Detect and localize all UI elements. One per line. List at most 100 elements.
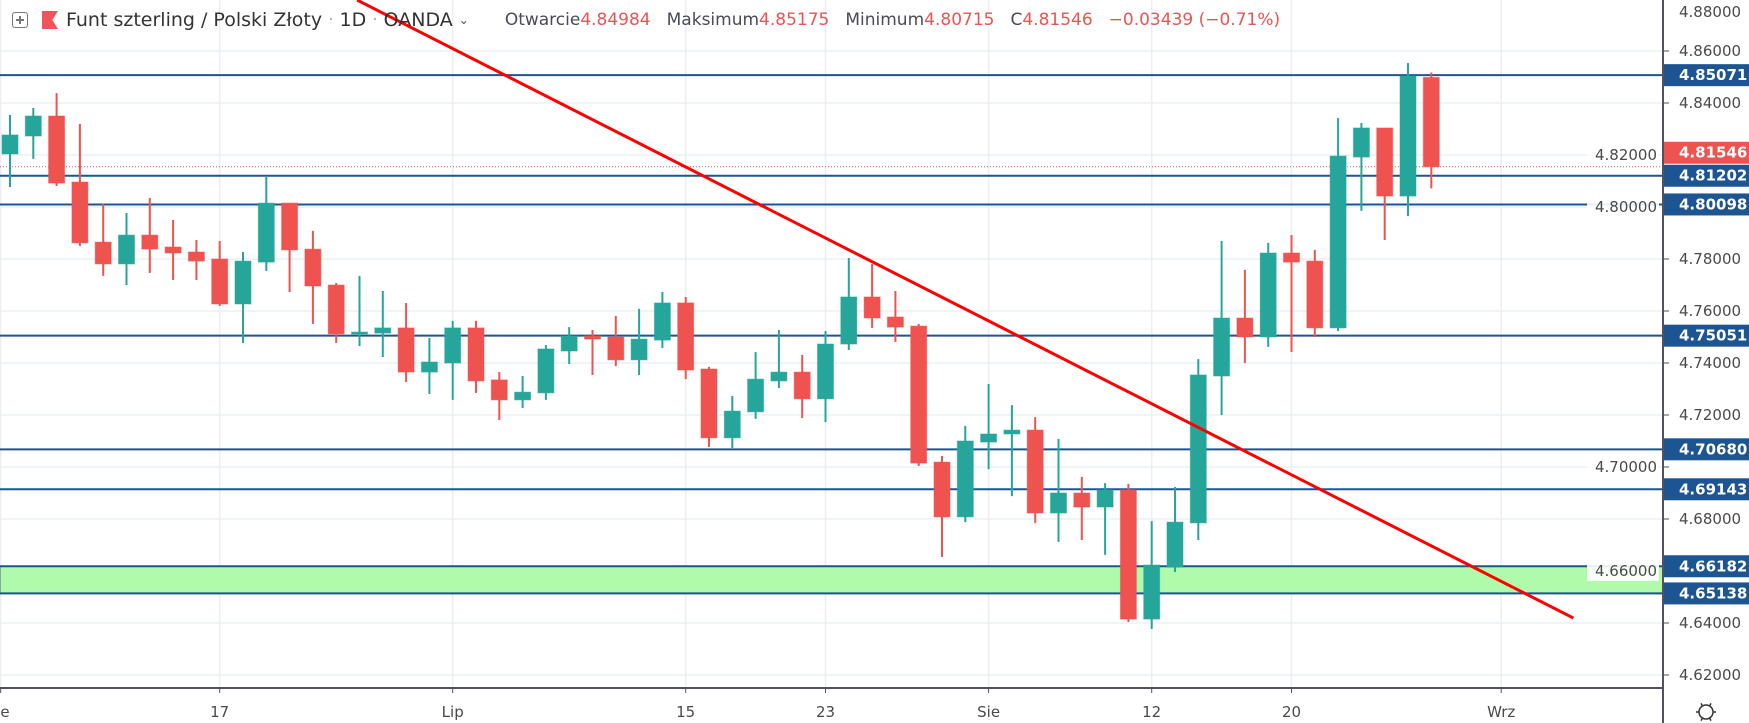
candle[interactable] [514,376,532,408]
candle[interactable] [980,384,998,470]
candle[interactable] [1376,127,1394,241]
candle[interactable] [281,202,299,293]
exchange[interactable]: OANDA [383,9,453,31]
candle-body [351,331,368,335]
candle-body [1026,429,1044,514]
candle[interactable] [933,456,951,557]
candle[interactable] [1096,483,1114,555]
candle[interactable] [770,329,788,388]
candle[interactable] [1283,235,1300,353]
trend-line[interactable] [356,0,1575,620]
candle[interactable] [1050,438,1067,542]
candle[interactable] [1352,123,1370,211]
open-label: Otwarcie [504,10,581,30]
candle[interactable] [374,290,392,358]
level-price-label: 4.81202 [1664,164,1749,187]
candle[interactable] [956,425,974,523]
candle[interactable] [211,241,229,307]
candle[interactable] [840,257,858,350]
candle[interactable] [351,275,368,347]
candle[interactable] [1236,269,1254,363]
candle[interactable] [327,282,345,343]
candle[interactable] [1166,487,1184,573]
candle[interactable] [1399,62,1417,217]
level-label-text: 4.81202 [1679,167,1747,185]
level-price-label: 4.65138 [1664,582,1749,605]
level-label-text: 4.66182 [1679,557,1747,575]
candle[interactable] [1073,476,1091,541]
level-label-text: 4.65138 [1679,584,1747,602]
candle[interactable] [793,354,811,419]
interval[interactable]: 1D [339,9,367,31]
candle[interactable] [886,290,904,342]
low-value: 4.80715 [924,10,995,30]
candle[interactable] [1213,241,1231,415]
candle[interactable] [467,320,485,393]
candle[interactable] [1003,405,1021,497]
candle[interactable] [397,302,415,382]
candle[interactable] [630,308,648,375]
candle[interactable] [71,124,89,246]
candle[interactable] [700,366,718,447]
candle-body [1119,489,1137,620]
level-label-text: 4.85071 [1679,66,1747,84]
candle[interactable] [141,197,159,274]
candle[interactable] [1422,72,1440,189]
candle[interactable] [1,114,19,187]
candle-body [1259,252,1277,338]
candle[interactable] [24,107,42,159]
candle[interactable] [910,324,928,466]
candle[interactable] [653,292,671,348]
expand-plus-icon[interactable] [12,12,28,28]
last-price-label: 4.81546 [1664,141,1749,164]
plot-area[interactable] [0,0,1663,688]
candle[interactable] [1259,242,1277,347]
time-tick-label: Sie [977,703,1000,721]
candle[interactable] [1189,359,1207,541]
candle[interactable] [607,315,625,367]
candle[interactable] [94,203,112,276]
candle[interactable] [420,338,438,394]
candle[interactable] [234,251,252,343]
candle[interactable] [863,263,881,328]
candle-body [677,302,695,371]
chevron-down-icon[interactable]: ⌄ [458,13,469,27]
candle[interactable] [1143,521,1161,629]
candle-body [1189,374,1207,524]
candle[interactable] [584,329,601,375]
price-tick-label-bg [1587,197,1659,217]
candle[interactable] [444,320,462,400]
candle[interactable] [1329,118,1347,332]
symbol-name[interactable]: Funt szterling / Polski Złoty [66,9,323,31]
price-tick-label-bg [1587,457,1659,477]
candle[interactable] [187,240,205,281]
candle-body [630,338,648,361]
candle[interactable] [537,345,555,400]
candle[interactable] [1306,249,1324,337]
candle[interactable] [560,327,578,365]
price-tick-label: 4.84000 [1679,94,1741,112]
gear-tooth [1708,717,1712,722]
time-tick-label: Wrz [1487,703,1515,721]
candle[interactable] [1119,483,1137,622]
candle[interactable] [118,212,135,285]
candle[interactable] [817,331,834,423]
candle[interactable] [490,372,508,420]
candle-body [747,378,765,413]
candle-body [863,296,881,319]
candle[interactable] [164,220,182,281]
candle[interactable] [747,352,765,419]
high-value: 4.85175 [759,10,830,30]
candle[interactable] [1026,417,1044,523]
settings-gear-icon[interactable] [1696,702,1716,722]
candle[interactable] [677,296,695,380]
candle-body [1399,75,1417,197]
level-label-text: 4.75051 [1679,327,1747,345]
last-price-text: 4.81546 [1679,144,1747,162]
candle[interactable] [257,176,275,271]
support-zone[interactable] [0,565,1663,595]
candle[interactable] [304,230,322,324]
candle[interactable] [48,93,66,186]
candle[interactable] [723,396,741,449]
